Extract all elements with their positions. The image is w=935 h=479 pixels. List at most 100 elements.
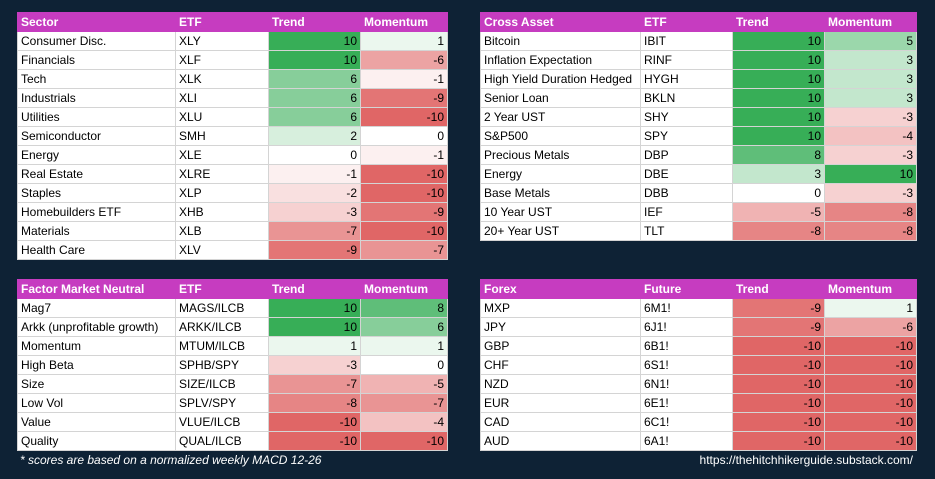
momentum-cell: 1 bbox=[360, 31, 448, 51]
trend-cell: -7 bbox=[268, 221, 361, 241]
name-cell: Momentum bbox=[17, 336, 176, 356]
trend-cell: 6 bbox=[268, 88, 361, 108]
column-header: Momentum bbox=[360, 12, 448, 32]
momentum-cell: -8 bbox=[824, 221, 917, 241]
ticker-cell: SIZE/ILCB bbox=[175, 374, 269, 394]
footnote: * scores are based on a normalized weekl… bbox=[20, 453, 322, 467]
momentum-cell: -3 bbox=[824, 145, 917, 165]
table-row: Base Metals DBB 0 -3 bbox=[480, 183, 917, 203]
momentum-cell: 0 bbox=[360, 126, 448, 146]
ticker-cell: XLF bbox=[175, 50, 269, 70]
column-header: Forex bbox=[480, 279, 641, 299]
table-row: Quality QUAL/ILCB -10 -10 bbox=[17, 431, 448, 451]
momentum-cell: -1 bbox=[360, 145, 448, 165]
trend-cell: -5 bbox=[732, 202, 825, 222]
momentum-cell: 8 bbox=[360, 298, 448, 318]
table-row: Financials XLF 10 -6 bbox=[17, 50, 448, 70]
table-row: Energy XLE 0 -1 bbox=[17, 145, 448, 165]
trend-cell: 10 bbox=[732, 31, 825, 51]
table-row: High Yield Duration Hedged HYGH 10 3 bbox=[480, 69, 917, 89]
source-url: https://thehitchhikerguide.substack.com/ bbox=[699, 453, 913, 467]
table-row: Homebuilders ETF XHB -3 -9 bbox=[17, 202, 448, 222]
table-row: Arkk (unprofitable growth) ARKK/ILCB 10 6 bbox=[17, 317, 448, 337]
ticker-cell: 6M1! bbox=[640, 298, 733, 318]
ticker-cell: XLY bbox=[175, 31, 269, 51]
trend-cell: -10 bbox=[268, 412, 361, 432]
trend-cell: -7 bbox=[268, 374, 361, 394]
name-cell: Semiconductor bbox=[17, 126, 176, 146]
ticker-cell: 6A1! bbox=[640, 431, 733, 451]
name-cell: S&P500 bbox=[480, 126, 641, 146]
trend-cell: 10 bbox=[268, 298, 361, 318]
column-header: Trend bbox=[732, 279, 825, 299]
ticker-cell: IBIT bbox=[640, 31, 733, 51]
trend-cell: -10 bbox=[732, 355, 825, 375]
table-row: Value VLUE/ILCB -10 -4 bbox=[17, 412, 448, 432]
name-cell: Real Estate bbox=[17, 164, 176, 184]
name-cell: Size bbox=[17, 374, 176, 394]
table-row: Low Vol SPLV/SPY -8 -7 bbox=[17, 393, 448, 413]
ticker-cell: XLV bbox=[175, 240, 269, 260]
momentum-cell: -10 bbox=[824, 412, 917, 432]
ticker-cell: QUAL/ILCB bbox=[175, 431, 269, 451]
ticker-cell: 6C1! bbox=[640, 412, 733, 432]
trend-cell: 3 bbox=[732, 164, 825, 184]
name-cell: High Beta bbox=[17, 355, 176, 375]
trend-cell: -10 bbox=[268, 431, 361, 451]
table-row: MXP 6M1! -9 1 bbox=[480, 298, 917, 318]
ticker-cell: MAGS/ILCB bbox=[175, 298, 269, 318]
momentum-cell: -10 bbox=[824, 393, 917, 413]
table-row: 20+ Year UST TLT -8 -8 bbox=[480, 221, 917, 241]
name-cell: Precious Metals bbox=[480, 145, 641, 165]
table-row: Size SIZE/ILCB -7 -5 bbox=[17, 374, 448, 394]
name-cell: 10 Year UST bbox=[480, 202, 641, 222]
ticker-cell: XLRE bbox=[175, 164, 269, 184]
ticker-cell: XLK bbox=[175, 69, 269, 89]
trend-cell: 8 bbox=[732, 145, 825, 165]
ticker-cell: RINF bbox=[640, 50, 733, 70]
table-row: CAD 6C1! -10 -10 bbox=[480, 412, 917, 432]
column-header: Momentum bbox=[360, 279, 448, 299]
momentum-cell: -9 bbox=[360, 202, 448, 222]
name-cell: Energy bbox=[17, 145, 176, 165]
name-cell: Base Metals bbox=[480, 183, 641, 203]
momentum-cell: -7 bbox=[360, 240, 448, 260]
header-row: Factor Market Neutral ETF Trend Momentum bbox=[17, 279, 448, 299]
momentum-cell: -10 bbox=[824, 374, 917, 394]
trend-cell: -1 bbox=[268, 164, 361, 184]
momentum-cell: 6 bbox=[360, 317, 448, 337]
trend-cell: 10 bbox=[732, 69, 825, 89]
name-cell: JPY bbox=[480, 317, 641, 337]
momentum-cell: -10 bbox=[360, 183, 448, 203]
table-row: Materials XLB -7 -10 bbox=[17, 221, 448, 241]
name-cell: Mag7 bbox=[17, 298, 176, 318]
table-row: GBP 6B1! -10 -10 bbox=[480, 336, 917, 356]
ticker-cell: XLI bbox=[175, 88, 269, 108]
ticker-cell: SMH bbox=[175, 126, 269, 146]
table-row: Utilities XLU 6 -10 bbox=[17, 107, 448, 127]
table-row: Staples XLP -2 -10 bbox=[17, 183, 448, 203]
name-cell: Quality bbox=[17, 431, 176, 451]
trend-cell: 10 bbox=[732, 126, 825, 146]
data-table: Cross Asset ETF Trend Momentum Bitcoin IBIT 10… bbox=[480, 12, 917, 241]
trend-cell: -8 bbox=[268, 393, 361, 413]
momentum-cell: -10 bbox=[360, 431, 448, 451]
column-header: Trend bbox=[268, 279, 361, 299]
table-row: S&P500 SPY 10 -4 bbox=[480, 126, 917, 146]
column-header: Trend bbox=[732, 12, 825, 32]
ticker-cell: XLU bbox=[175, 107, 269, 127]
column-header: Momentum bbox=[824, 279, 917, 299]
ticker-cell: XLP bbox=[175, 183, 269, 203]
trend-cell: -3 bbox=[268, 355, 361, 375]
column-header: Factor Market Neutral bbox=[17, 279, 176, 299]
momentum-cell: -3 bbox=[824, 183, 917, 203]
momentum-cell: -5 bbox=[360, 374, 448, 394]
table-row: EUR 6E1! -10 -10 bbox=[480, 393, 917, 413]
table-row: Precious Metals DBP 8 -3 bbox=[480, 145, 917, 165]
momentum-cell: 3 bbox=[824, 88, 917, 108]
name-cell: High Yield Duration Hedged bbox=[480, 69, 641, 89]
trend-cell: 2 bbox=[268, 126, 361, 146]
table-row: 2 Year UST SHY 10 -3 bbox=[480, 107, 917, 127]
ticker-cell: SPLV/SPY bbox=[175, 393, 269, 413]
